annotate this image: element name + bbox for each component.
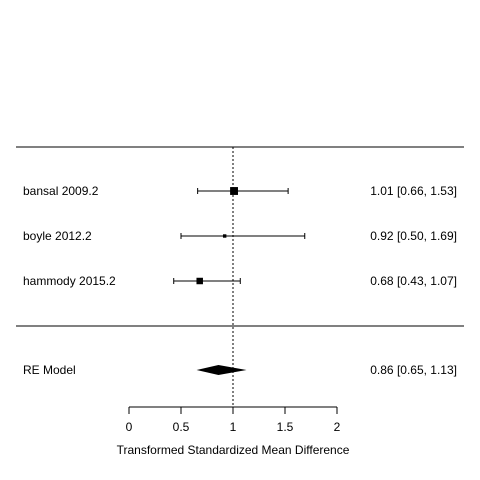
study-label: boyle 2012.2	[23, 229, 92, 243]
summary-diamond	[196, 365, 247, 375]
x-axis: 0 0.5 1 1.5 2	[126, 406, 341, 434]
study-row: boyle 2012.2 0.92 [0.50, 1.69]	[23, 229, 457, 243]
summary-label: RE Model	[23, 363, 76, 377]
x-axis-label: Transformed Standardized Mean Difference	[117, 443, 350, 457]
study-label: bansal 2009.2	[23, 184, 99, 198]
x-tick-label: 0	[126, 420, 133, 434]
point-estimate-square	[230, 187, 238, 195]
study-rows: bansal 2009.2 1.01 [0.66, 1.53] boyle 2012…	[23, 184, 457, 288]
x-tick-label: 1.5	[277, 420, 294, 434]
study-label: hammody 2015.2	[23, 274, 116, 288]
point-estimate-square	[196, 277, 203, 285]
study-row: bansal 2009.2 1.01 [0.66, 1.53]	[23, 184, 457, 198]
x-tick-label: 1	[230, 420, 237, 434]
x-tick-label: 2	[334, 420, 341, 434]
x-tick-label: 0.5	[173, 420, 190, 434]
study-ci-text: 0.68 [0.43, 1.07]	[370, 274, 457, 288]
study-ci-text: 0.92 [0.50, 1.69]	[370, 229, 457, 243]
point-estimate-square	[222, 234, 227, 238]
study-ci-text: 1.01 [0.66, 1.53]	[370, 184, 457, 198]
study-row: hammody 2015.2 0.68 [0.43, 1.07]	[23, 274, 457, 288]
summary-row: RE Model 0.86 [0.65, 1.13]	[23, 363, 457, 377]
summary-ci-text: 0.86 [0.65, 1.13]	[370, 363, 457, 377]
